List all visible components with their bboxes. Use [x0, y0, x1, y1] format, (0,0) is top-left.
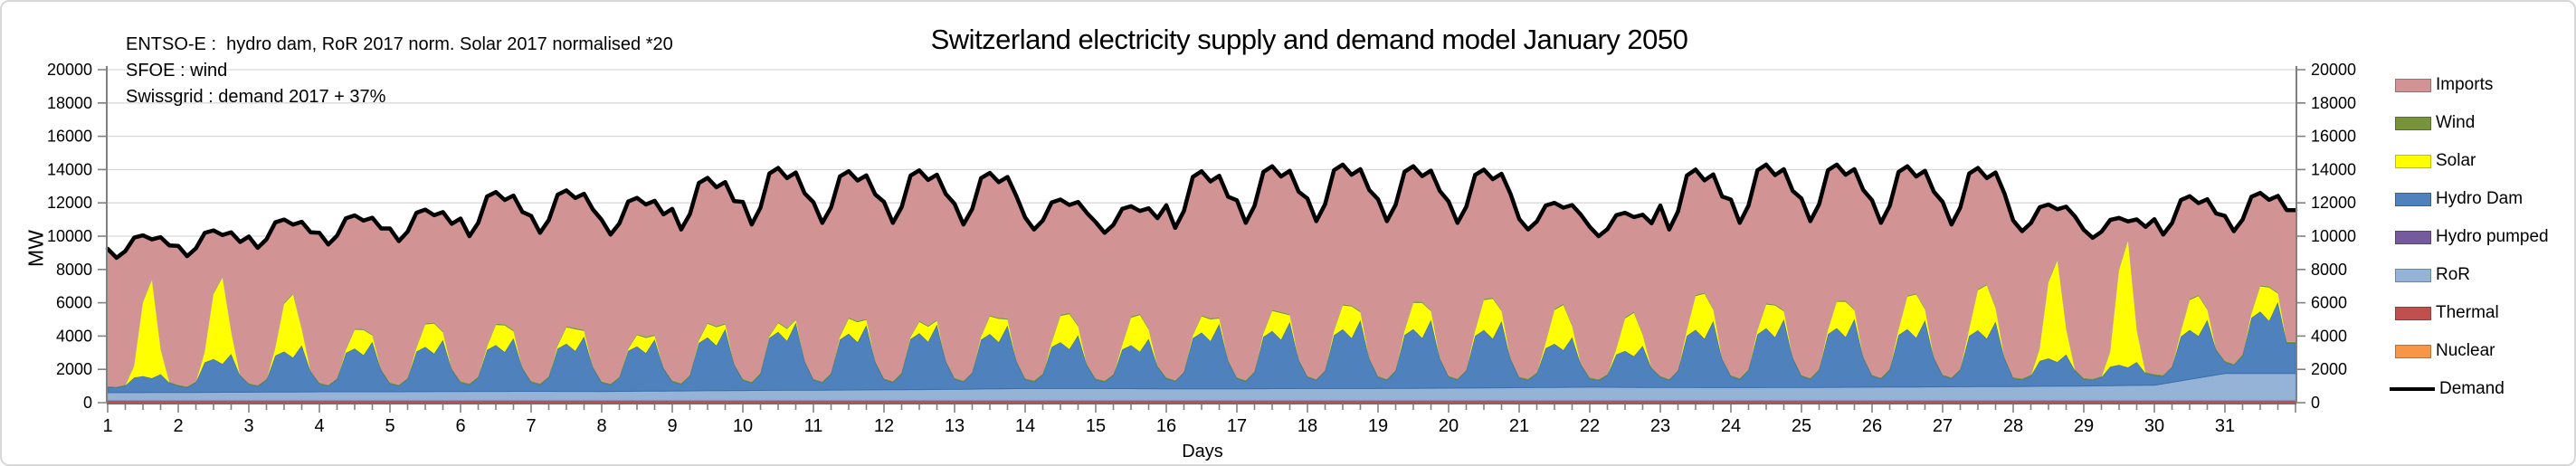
y-tick-label-right: 14000 — [2311, 160, 2356, 178]
x-tick-label: 5 — [385, 416, 394, 436]
y-tick-label-left: 0 — [83, 394, 92, 412]
x-tick-label: 3 — [243, 416, 253, 436]
legend-swatch-solar — [2395, 154, 2431, 168]
x-tick-label: 30 — [2144, 416, 2164, 436]
area-imports — [108, 164, 2296, 387]
y-tick-label-left: 20000 — [47, 61, 92, 79]
y-tick-label-left: 2000 — [56, 360, 92, 378]
legend-label: Nuclear — [2436, 341, 2495, 360]
x-tick-label: 20 — [1439, 416, 1459, 436]
x-tick-label: 11 — [804, 416, 823, 436]
legend-item-imports: Imports — [2385, 66, 2571, 104]
legend-item-hydro-dam: Hydro Dam — [2385, 180, 2571, 218]
x-tick-label: 14 — [1015, 416, 1035, 436]
x-tick-label: 12 — [874, 416, 894, 436]
legend-label: Hydro Dam — [2436, 189, 2524, 208]
y-tick-label-left: 16000 — [47, 128, 92, 146]
legend-swatch-ror — [2395, 268, 2431, 282]
x-tick-label: 1 — [102, 416, 112, 436]
x-tick-label: 23 — [1650, 416, 1670, 436]
x-tick-label: 6 — [455, 416, 465, 436]
legend-swatch-thermal — [2395, 306, 2431, 320]
legend-label: Solar — [2436, 151, 2476, 170]
x-tick-label: 22 — [1580, 416, 1600, 436]
legend: Imports Wind Solar Hydro Dam Hydro pumped RoR… — [2385, 66, 2571, 408]
x-tick-label: 16 — [1156, 416, 1176, 436]
x-tick-label: 29 — [2074, 416, 2094, 436]
x-tick-label: 24 — [1721, 416, 1741, 436]
legend-label: Hydro pumped — [2436, 227, 2549, 246]
y-tick-label-left: 8000 — [56, 261, 92, 279]
legend-label: RoR — [2436, 265, 2471, 284]
y-tick-label-left: 18000 — [47, 94, 92, 112]
x-tick-label: 13 — [945, 416, 965, 436]
legend-item-ror: RoR — [2385, 256, 2571, 294]
y-tick-label-right: 8000 — [2311, 261, 2347, 279]
x-tick-label: 2 — [173, 416, 183, 436]
y-tick-label-left: 6000 — [56, 294, 92, 312]
chart-title: Switzerland electricity supply and deman… — [930, 24, 1688, 55]
y-tick-label-right: 16000 — [2311, 128, 2356, 146]
legend-swatch-demand — [2390, 387, 2435, 391]
y-tick-label-right: 20000 — [2311, 61, 2356, 79]
y-tick-label-right: 2000 — [2311, 360, 2347, 378]
x-tick-label: 18 — [1298, 416, 1317, 436]
legend-item-solar: Solar — [2385, 142, 2571, 180]
annotation-entsoe: ENTSO-E : hydro dam, RoR 2017 norm. Sola… — [126, 34, 673, 54]
x-tick-label: 4 — [314, 416, 324, 436]
annotation-swissgrid: Swissgrid : demand 2017 + 37% — [126, 87, 386, 107]
legend-swatch-nuclear — [2395, 344, 2431, 358]
y-axis-title: MW — [24, 230, 48, 267]
y-tick-label-right: 0 — [2311, 394, 2320, 412]
x-tick-label: 7 — [526, 416, 536, 436]
legend-swatch-hydro-dam — [2395, 192, 2431, 206]
x-tick-label: 10 — [733, 416, 753, 436]
legend-item-wind: Wind — [2385, 104, 2571, 142]
y-tick-label-left: 14000 — [47, 160, 92, 178]
legend-label: Wind — [2436, 113, 2476, 132]
x-tick-label: 15 — [1086, 416, 1106, 436]
legend-swatch-wind — [2395, 116, 2431, 130]
x-tick-label: 31 — [2215, 416, 2235, 436]
y-tick-label-left: 10000 — [47, 227, 92, 245]
legend-item-nuclear: Nuclear — [2385, 332, 2571, 370]
x-tick-label: 27 — [1933, 416, 1953, 436]
x-tick-label: 26 — [1862, 416, 1882, 436]
x-tick-label: 8 — [596, 416, 606, 436]
x-tick-label: 19 — [1368, 416, 1388, 436]
x-axis-title: Days — [1182, 442, 1223, 461]
y-tick-label-left: 12000 — [47, 194, 92, 212]
source-annotations: ENTSO-E : hydro dam, RoR 2017 norm. Sola… — [126, 32, 673, 110]
legend-label: Thermal — [2436, 303, 2499, 322]
legend-item-hydro-pumped: Hydro pumped — [2385, 218, 2571, 256]
legend-item-demand: Demand — [2385, 370, 2571, 408]
area-thermal — [108, 400, 2296, 403]
demand-line — [105, 162, 2298, 261]
x-tick-label: 17 — [1227, 416, 1247, 436]
y-tick-label-right: 4000 — [2311, 327, 2347, 345]
y-tick-label-left: 4000 — [56, 327, 92, 345]
x-tick-label: 9 — [667, 416, 677, 436]
x-tick-label: 21 — [1509, 416, 1529, 436]
y-tick-label-right: 12000 — [2311, 194, 2356, 212]
x-tick-label: 28 — [2003, 416, 2023, 436]
legend-swatch-hydro-pumped — [2395, 230, 2431, 244]
y-tick-label-right: 18000 — [2311, 94, 2356, 112]
x-tick-label: 25 — [1792, 416, 1811, 436]
legend-swatch-imports — [2395, 78, 2431, 92]
annotation-sfoe: SFOE : wind — [126, 61, 228, 81]
legend-label: Imports — [2436, 75, 2494, 94]
legend-item-thermal: Thermal — [2385, 294, 2571, 332]
y-tick-label-right: 6000 — [2311, 294, 2347, 312]
legend-label: Demand — [2439, 379, 2505, 398]
y-tick-label-right: 10000 — [2311, 227, 2356, 245]
